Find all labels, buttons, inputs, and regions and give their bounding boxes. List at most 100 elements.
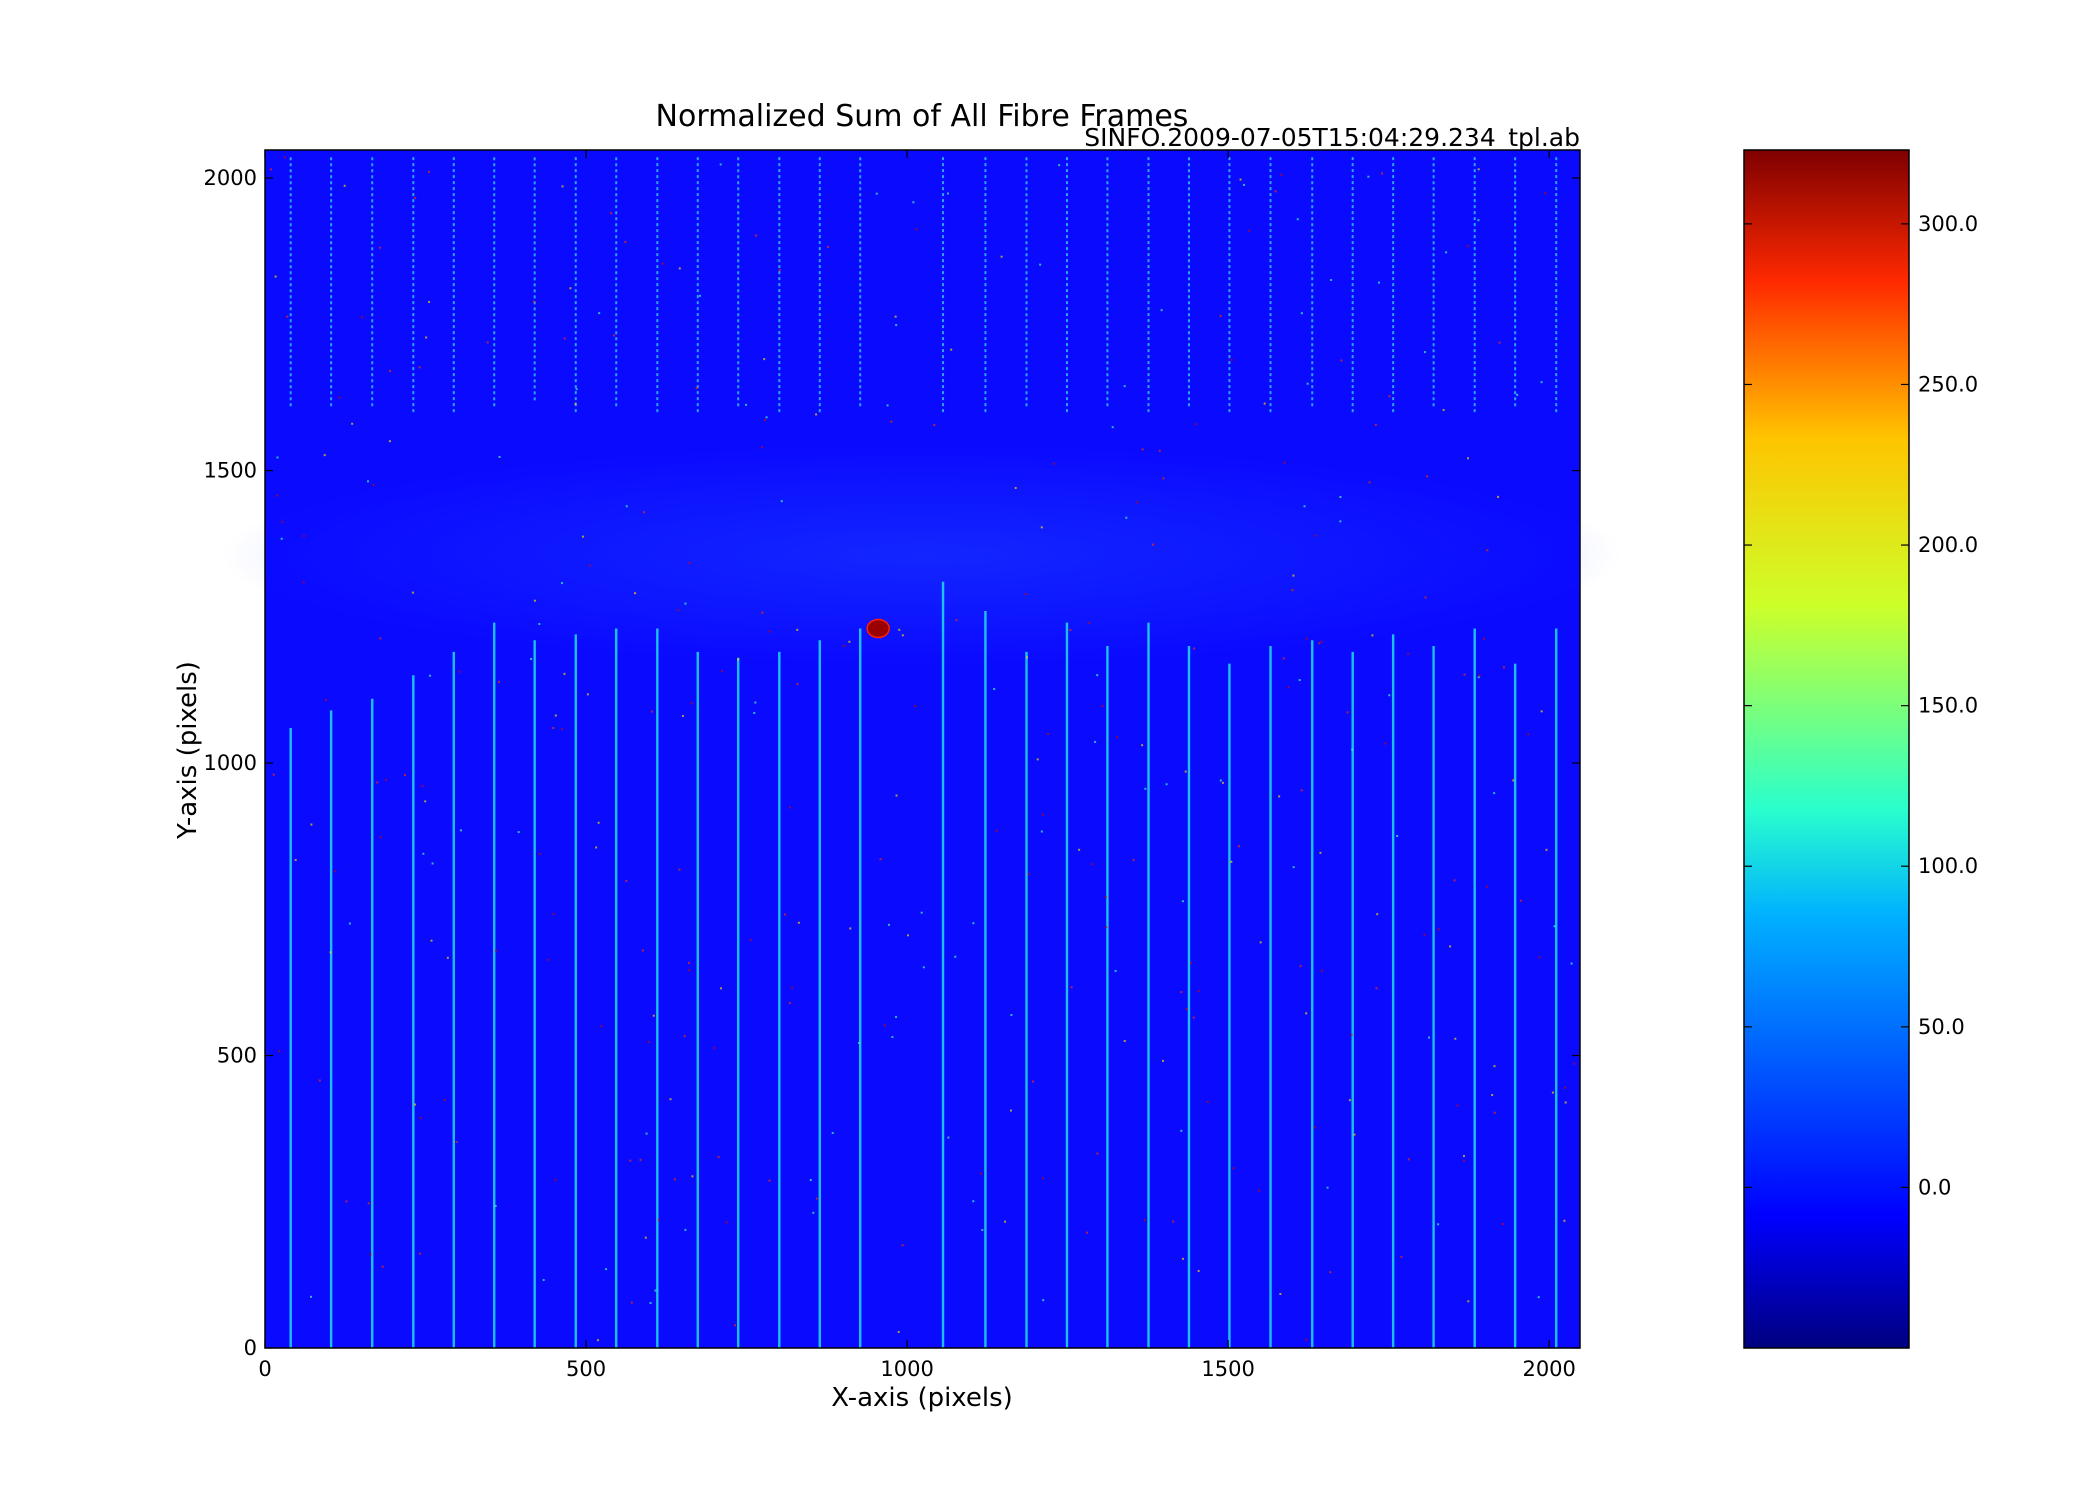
noise-speck (1052, 462, 1055, 465)
noise-speck (1319, 851, 1322, 854)
noise-speck (649, 1302, 652, 1305)
noise-speck (725, 1221, 728, 1224)
noise-speck (1300, 789, 1303, 792)
noise-speck (334, 870, 337, 873)
noise-speck (1300, 312, 1303, 315)
noise-speck (848, 640, 851, 643)
noise-speck (318, 1079, 321, 1082)
noise-speck (1283, 461, 1286, 464)
hot-spot (866, 618, 890, 639)
noise-speck (498, 680, 501, 683)
noise-speck (430, 939, 433, 942)
noise-speck (1340, 359, 1343, 362)
noise-speck (745, 403, 748, 406)
noise-speck (351, 422, 354, 425)
noise-speck (688, 561, 691, 564)
noise-speck (647, 1040, 650, 1043)
noise-speck (875, 192, 878, 195)
noise-speck (1041, 813, 1044, 816)
noise-speck (677, 609, 680, 612)
noise-speck (897, 1330, 900, 1333)
noise-speck (547, 958, 550, 961)
noise-speck (1437, 1223, 1440, 1226)
noise-speck (1151, 543, 1154, 546)
x-tick-label: 500 (566, 1357, 606, 1381)
noise-speck (1493, 792, 1496, 795)
fibre-traces (289, 154, 1558, 1348)
noise-speck (389, 370, 392, 373)
noise-speck (1105, 926, 1108, 929)
noise-speck (1351, 748, 1354, 751)
noise-speck (563, 672, 566, 675)
noise-speck (1162, 477, 1165, 480)
noise-speck (1570, 962, 1573, 965)
noise-speck (1377, 281, 1380, 284)
noise-speck (1042, 1299, 1045, 1302)
noise-speck (788, 806, 791, 809)
noise-speck (1136, 501, 1139, 504)
noise-speck (280, 537, 283, 540)
noise-speck (283, 156, 286, 159)
noise-speck (720, 670, 723, 673)
noise-speck (1024, 593, 1027, 596)
noise-speck (1299, 965, 1302, 968)
noise-speck (995, 829, 998, 832)
noise-speck (612, 334, 615, 337)
noise-speck (600, 1025, 603, 1028)
noise-speck (883, 1024, 886, 1027)
y-axis-label: Y-axis (pixels) (173, 661, 203, 840)
noise-speck (1467, 1300, 1470, 1303)
noise-speck (1396, 834, 1399, 837)
noise-speck (1181, 900, 1184, 903)
noise-speck (1329, 1271, 1332, 1274)
noise-speck (1477, 676, 1480, 679)
noise-speck (1263, 402, 1266, 405)
noise-speck (1485, 885, 1488, 888)
noise-speck (1326, 1186, 1329, 1189)
colorbar-tick-label: 300.0 (1918, 212, 1978, 236)
noise-speck (1462, 1159, 1465, 1162)
noise-speck (1123, 385, 1126, 388)
noise-speck (1298, 679, 1301, 682)
noise-speck (1306, 382, 1309, 385)
noise-speck (796, 628, 799, 631)
noise-speck (1180, 991, 1183, 994)
chart-subtitle: SINFO.2009-07-05T15:04:29.234_tpl.ab (1084, 123, 1580, 152)
noise-speck (1014, 486, 1017, 489)
noise-speck (734, 1324, 737, 1327)
noise-speck (1287, 686, 1290, 689)
noise-speck (1144, 787, 1147, 790)
haze-band (222, 445, 1622, 665)
noise-speck (933, 424, 936, 427)
noise-speck (431, 862, 434, 865)
noise-speck (922, 966, 925, 969)
noise-speck (678, 267, 681, 270)
noise-speck (348, 922, 351, 925)
noise-speck (895, 1015, 898, 1018)
noise-speck (376, 781, 379, 784)
noise-speck (269, 168, 272, 171)
noise-speck (1350, 1033, 1353, 1036)
noise-speck (1527, 733, 1530, 736)
noise-speck (1462, 1155, 1465, 1158)
noise-speck (498, 455, 501, 458)
noise-speck (1009, 1109, 1012, 1112)
noise-speck (360, 316, 363, 319)
noise-speck (1248, 229, 1251, 232)
noise-speck (533, 599, 536, 602)
noise-speck (369, 1253, 372, 1256)
noise-speck (894, 315, 897, 318)
noise-speck (843, 644, 846, 647)
noise-speck (652, 1014, 655, 1017)
noise-speck (778, 269, 781, 272)
noise-speck (914, 705, 917, 708)
noise-speck (1466, 245, 1469, 248)
noise-speck (688, 961, 691, 964)
noise-speck (890, 420, 893, 423)
noise-speck (717, 1156, 720, 1159)
y-tick-label: 2000 (204, 166, 257, 190)
noise-speck (343, 184, 346, 187)
noise-speck (1454, 1037, 1457, 1040)
noise-speck (414, 196, 417, 199)
